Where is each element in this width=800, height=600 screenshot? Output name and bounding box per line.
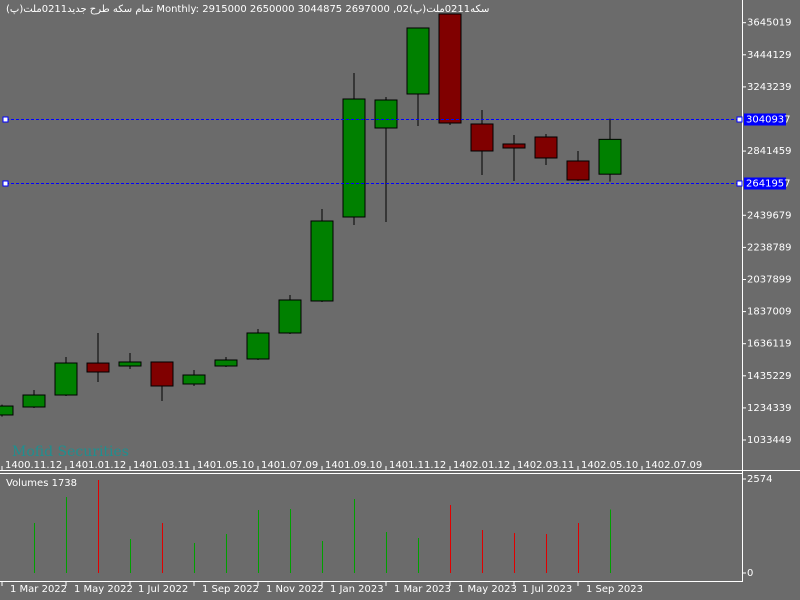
x-tick-label: 1 Nov 2022 — [266, 584, 324, 595]
x-tick-label: 1 Sep 2023 — [586, 584, 643, 595]
x-tick-label: 1402.01.12 — [453, 460, 510, 471]
y-tick-label: 1435229 — [747, 371, 792, 382]
candle-body — [86, 362, 110, 373]
chart-title: سکه0211ملت(پ)02, Monthly: 2915000 265000… — [6, 4, 489, 15]
y-tick-label: 1837009 — [747, 307, 792, 318]
y-tick-label: 3243239 — [747, 82, 792, 93]
candle-body — [342, 98, 366, 218]
x-tick-label: 1402.07.09 — [645, 460, 702, 471]
price-label: 2641957 — [746, 179, 791, 190]
y-tick-label: 2574 — [747, 474, 772, 485]
y-tick-label: 1234339 — [747, 403, 792, 414]
candle-body — [534, 136, 558, 159]
candle-body — [118, 361, 142, 367]
price-label-bg — [744, 113, 786, 126]
price-label: 3040937 — [746, 115, 791, 126]
y-tick-label: 3645019 — [747, 18, 792, 29]
y-tick-label: 1033449 — [747, 435, 792, 446]
watermark: Mofid Securities — [12, 444, 129, 460]
x-tick-label: 1 Mar 2023 — [394, 584, 451, 595]
x-tick-label: 1402.05.10 — [581, 460, 638, 471]
x-tick-label: 1 May 2022 — [74, 584, 133, 595]
x-tick-label: 1 Sep 2022 — [202, 584, 259, 595]
x-tick-label: 1401.03.11 — [133, 460, 190, 471]
x-tick-label: 1402.03.11 — [517, 460, 574, 471]
candle-body — [566, 160, 590, 181]
candle-body — [438, 13, 462, 124]
candle-body — [246, 332, 270, 360]
candle-body — [214, 359, 238, 367]
line-handle — [736, 116, 743, 123]
y-tick-label: 2841459 — [747, 146, 792, 157]
candle-body — [502, 143, 526, 149]
y-tick-label: 3444129 — [747, 50, 792, 61]
x-tick-label: 1 Mar 2022 — [10, 584, 67, 595]
candle-body — [278, 299, 302, 334]
x-tick-label: 1 Jul 2023 — [522, 584, 572, 595]
line-handle — [736, 180, 743, 187]
candle-body — [310, 220, 334, 302]
x-tick-label: 1401.01.12 — [69, 460, 126, 471]
x-tick-label: 1401.09.10 — [325, 460, 382, 471]
x-tick-label: 1400.11.12 — [5, 460, 62, 471]
candle-body — [374, 99, 398, 129]
x-tick-label: 1 Jan 2023 — [330, 584, 384, 595]
candle-body — [22, 394, 46, 408]
y-tick-label: 2238789 — [747, 242, 792, 253]
x-tick-label: 1 May 2023 — [458, 584, 517, 595]
line-handle — [2, 180, 9, 187]
candle-body — [598, 138, 622, 175]
price-label-bg — [744, 177, 786, 190]
candle-body — [0, 405, 14, 416]
x-tick-label: 1 Jul 2022 — [138, 584, 188, 595]
y-tick-label: 0 — [747, 568, 753, 579]
y-tick-label: 2439679 — [747, 210, 792, 221]
x-tick-label: 1401.07.09 — [261, 460, 318, 471]
y-tick-label: 2037899 — [747, 274, 792, 285]
y-tick-label: 1636119 — [747, 339, 792, 350]
candle-body — [406, 27, 430, 95]
line-handle — [2, 116, 9, 123]
x-tick-label: 1401.11.12 — [389, 460, 446, 471]
candle-body — [150, 361, 174, 387]
volume-title: Volumes 1738 — [6, 478, 77, 489]
candle-body — [470, 123, 494, 152]
candle-body — [54, 362, 78, 396]
candle-body — [182, 374, 206, 385]
x-tick-label: 1401.05.10 — [197, 460, 254, 471]
